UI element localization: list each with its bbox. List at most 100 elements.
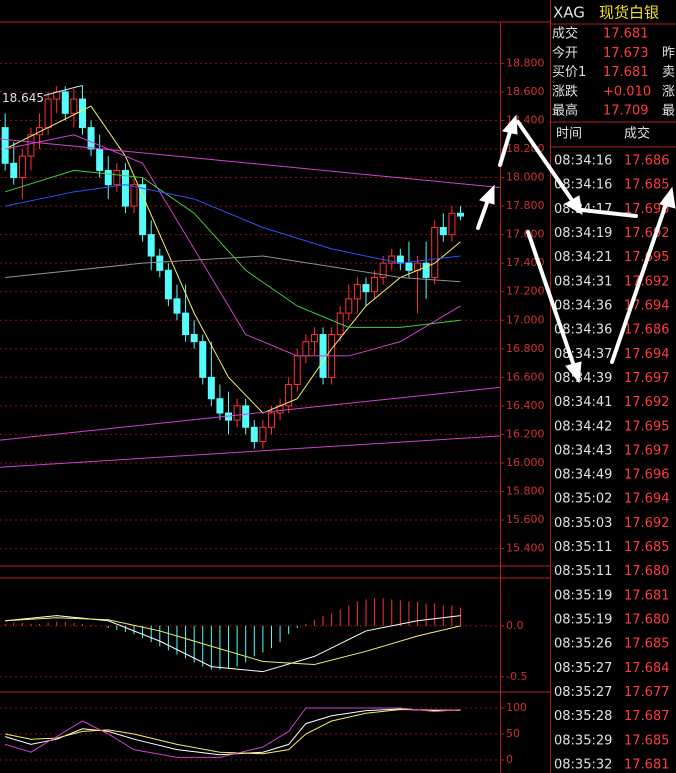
arrow bbox=[580, 208, 638, 218]
tick-time: 08:34:21 bbox=[554, 250, 612, 265]
tick-price: 17.685 bbox=[624, 540, 670, 555]
candle-body bbox=[121, 169, 129, 207]
candle-body bbox=[216, 398, 224, 414]
tick-price: 17.685 bbox=[624, 637, 670, 652]
candle-body bbox=[36, 127, 44, 136]
candle-body bbox=[448, 212, 456, 236]
indicator-line bbox=[0, 138, 501, 189]
tick-time: 08:34:49 bbox=[554, 468, 612, 483]
arrow bbox=[516, 120, 576, 205]
quote-label: 卖 bbox=[662, 65, 675, 80]
candle-body bbox=[267, 412, 275, 428]
quote-value: 17.681 bbox=[603, 27, 649, 42]
candle-body bbox=[156, 255, 164, 271]
tick-time: 08:35:27 bbox=[554, 661, 612, 676]
candle-body bbox=[379, 262, 387, 278]
candle-body bbox=[190, 334, 198, 343]
y-tick-label: 17.600 bbox=[506, 228, 545, 241]
tick-price: 17.697 bbox=[624, 371, 670, 386]
tick-price: 17.681 bbox=[624, 588, 670, 603]
tick-price: 17.692 bbox=[624, 274, 670, 289]
tick-time: 08:34:41 bbox=[554, 395, 612, 410]
tick-table: 时间成交08:34:1617.68608:34:1617.68508:34:17… bbox=[554, 126, 670, 773]
candle-body bbox=[293, 355, 301, 385]
indicator-line bbox=[0, 435, 501, 468]
arrowhead bbox=[564, 195, 583, 215]
y-tick-label: 17.800 bbox=[506, 199, 545, 212]
candle-body bbox=[250, 426, 258, 443]
tick-time: 08:34:16 bbox=[554, 154, 612, 169]
tick-price: 17.686 bbox=[624, 323, 670, 338]
tick-price: 17.677 bbox=[624, 685, 670, 700]
candle-body bbox=[456, 212, 464, 217]
tick-time: 08:35:26 bbox=[554, 637, 612, 652]
arrow bbox=[498, 130, 512, 167]
column-header: 成交 bbox=[624, 126, 650, 142]
y-tick-label: 17.200 bbox=[506, 285, 545, 298]
candle-body bbox=[44, 98, 52, 129]
tick-price: 17.690 bbox=[624, 202, 670, 217]
tick-price: 17.695 bbox=[624, 419, 670, 434]
y-tick-label: 18.600 bbox=[506, 85, 545, 98]
indicator-line bbox=[5, 707, 461, 758]
candle-body bbox=[353, 284, 361, 300]
indicator-line bbox=[4, 105, 461, 414]
quote-value: +0.010 bbox=[603, 84, 651, 99]
y-tick-label: 16.400 bbox=[506, 399, 545, 412]
tick-time: 08:35:28 bbox=[554, 709, 612, 724]
quote-label: 涨 bbox=[662, 84, 675, 99]
candle-body bbox=[233, 405, 241, 421]
candle-body bbox=[345, 298, 353, 314]
candle-body bbox=[27, 134, 35, 157]
indicator-line bbox=[5, 255, 461, 283]
quote-label: 今开 bbox=[552, 45, 578, 61]
arrowhead bbox=[479, 184, 495, 205]
tick-time: 08:35:19 bbox=[554, 613, 612, 628]
indicator-line bbox=[5, 617, 461, 666]
quote-label: 最高 bbox=[552, 103, 578, 119]
candle-body bbox=[78, 98, 86, 129]
candle-body bbox=[199, 341, 207, 378]
column-header: 时间 bbox=[556, 127, 582, 142]
tick-price: 17.692 bbox=[624, 226, 670, 241]
y-tick-label: 0.0 bbox=[506, 619, 524, 632]
quote-label: 昨 bbox=[662, 46, 675, 61]
candle-body bbox=[10, 162, 18, 179]
candle-body bbox=[285, 383, 293, 407]
quote-label: 最 bbox=[662, 104, 675, 119]
quote-value: 17.673 bbox=[603, 46, 649, 61]
high-marker bbox=[43, 85, 83, 96]
y-tick-label: 15.400 bbox=[506, 542, 545, 555]
tick-time: 08:34:36 bbox=[554, 323, 612, 338]
tick-time: 08:34:16 bbox=[554, 178, 612, 193]
indicator-line bbox=[5, 134, 461, 357]
tick-time: 08:35:11 bbox=[554, 540, 612, 555]
arrowhead bbox=[502, 114, 518, 135]
indicator-line bbox=[5, 184, 461, 264]
candle-body bbox=[164, 269, 172, 300]
candle-body bbox=[405, 262, 413, 271]
instrument-name: 现货白银 bbox=[599, 4, 659, 22]
tick-price: 17.692 bbox=[624, 516, 670, 531]
candle-body bbox=[130, 184, 138, 207]
arrows bbox=[476, 114, 676, 384]
tick-price: 17.686 bbox=[624, 154, 670, 169]
candle-body bbox=[113, 169, 121, 186]
tick-price: 17.687 bbox=[624, 709, 670, 724]
tick-price: 17.685 bbox=[624, 178, 670, 193]
quote-label: 成交 bbox=[552, 26, 578, 42]
candle-body bbox=[147, 234, 155, 257]
tick-price: 17.694 bbox=[624, 492, 670, 507]
tick-time: 08:35:32 bbox=[554, 758, 612, 773]
tick-time: 08:35:02 bbox=[554, 492, 612, 507]
y-tick-label: 16.200 bbox=[506, 427, 545, 440]
quote-label: 买价1 bbox=[552, 65, 586, 80]
candle-body bbox=[396, 255, 404, 264]
candle-body bbox=[207, 376, 215, 400]
tick-time: 08:34:36 bbox=[554, 298, 612, 313]
tick-time: 08:34:31 bbox=[554, 274, 612, 289]
y-tick-label: 16.000 bbox=[506, 456, 545, 469]
